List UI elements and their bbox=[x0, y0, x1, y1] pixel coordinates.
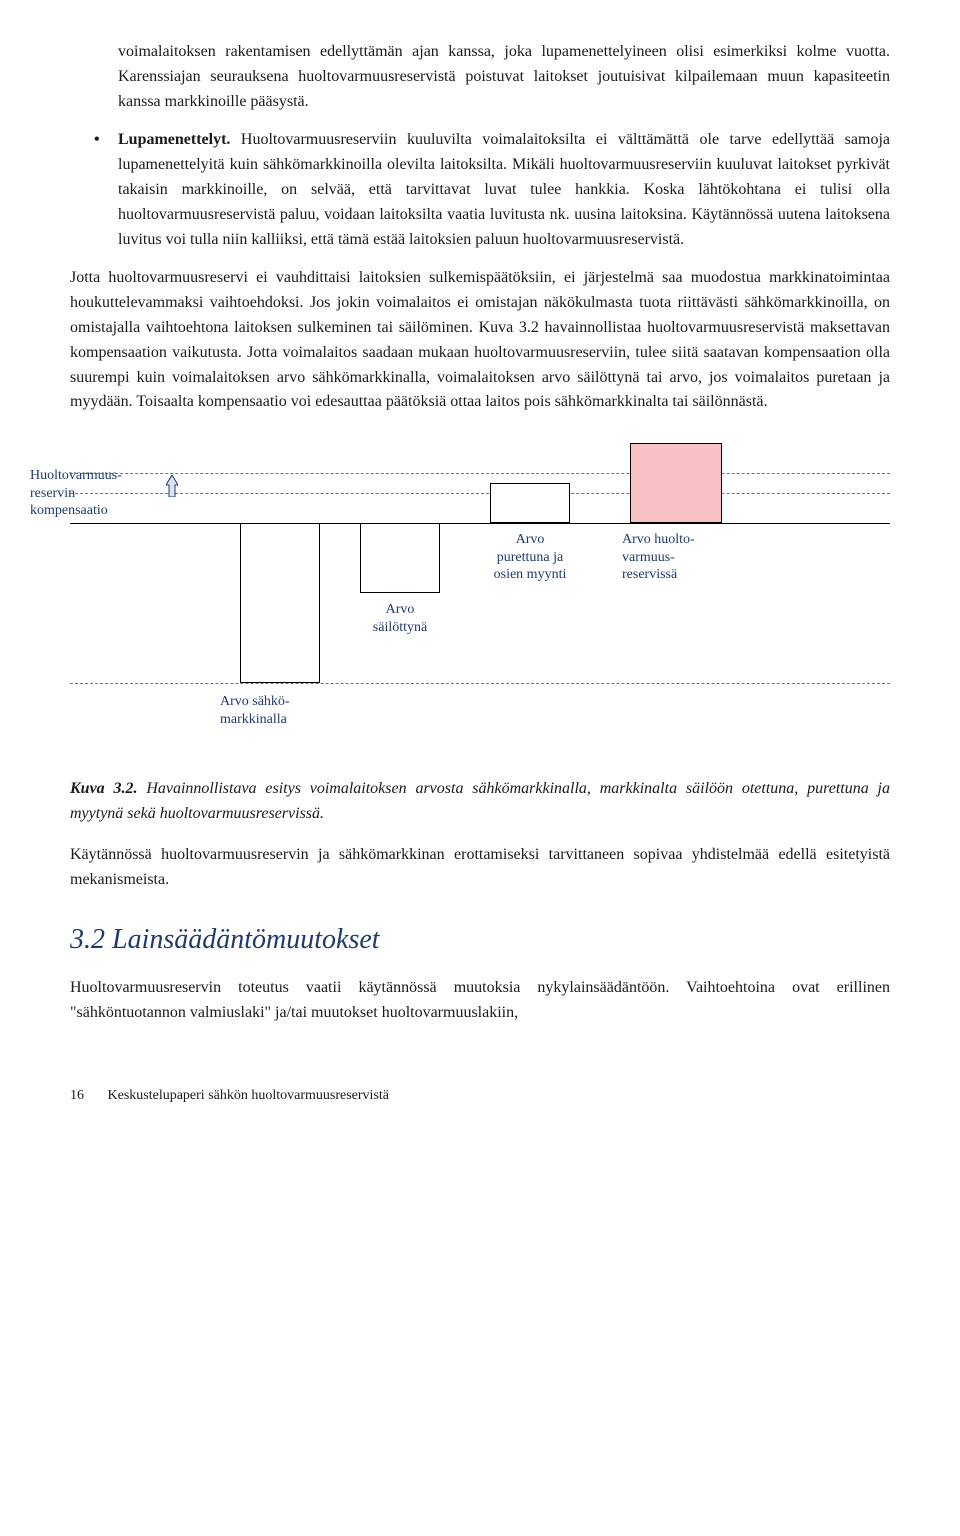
figure-caption: Kuva 3.2. Havainnollistava esitys voimal… bbox=[70, 777, 890, 827]
footer-title: Keskustelupaperi sähkön huoltovarmuusres… bbox=[108, 1088, 390, 1103]
bullet-item: Lupamenettelyt. Huoltovarmuusreserviin k… bbox=[70, 128, 890, 252]
chart-bar bbox=[360, 523, 440, 593]
page-footer: 16 Keskustelupaperi sähkön huoltovarmuus… bbox=[70, 1085, 890, 1107]
bullet-lead: Lupamenettelyt. bbox=[118, 131, 230, 148]
chart-bar-label: Arvopurettuna jaosien myynti bbox=[475, 531, 585, 584]
caption-body: Havainnollistava esitys voimalaitoksen a… bbox=[70, 780, 890, 822]
bullet-text: voimalaitoksen rakentamisen edellyttämän… bbox=[118, 43, 890, 110]
chart-bar bbox=[490, 483, 570, 523]
chart-bar-label: Arvo huolto-varmuus-reservissä bbox=[622, 531, 732, 584]
section-heading: 3.2 Lainsäädäntömuutokset bbox=[70, 918, 890, 961]
page-number: 16 bbox=[70, 1085, 104, 1107]
caption-lead: Kuva 3.2. bbox=[70, 780, 138, 797]
body-paragraph: Käytännössä huoltovarmuusreservin ja säh… bbox=[70, 843, 890, 893]
bullet-continuation: voimalaitoksen rakentamisen edellyttämän… bbox=[70, 40, 890, 114]
bullet-body: Huoltovarmuusreserviin kuuluvilta voimal… bbox=[118, 131, 890, 247]
chart-bar bbox=[630, 443, 722, 523]
value-comparison-chart: Huoltovarmuus-reservinkompensaatioArvosä… bbox=[70, 433, 890, 763]
chart-ylabel: Huoltovarmuus-reservinkompensaatio bbox=[30, 467, 160, 520]
chart-bar-label: Arvosäilöttynä bbox=[350, 601, 450, 636]
body-paragraph: Huoltovarmuusreservin toteutus vaatii kä… bbox=[70, 976, 890, 1026]
chart-bar bbox=[240, 523, 320, 683]
up-arrow-icon bbox=[166, 475, 178, 497]
chart-bar-label: Arvo sähkö-markkinalla bbox=[220, 693, 340, 728]
body-paragraph: Jotta huoltovarmuusreservi ei vauhdittai… bbox=[70, 266, 890, 415]
